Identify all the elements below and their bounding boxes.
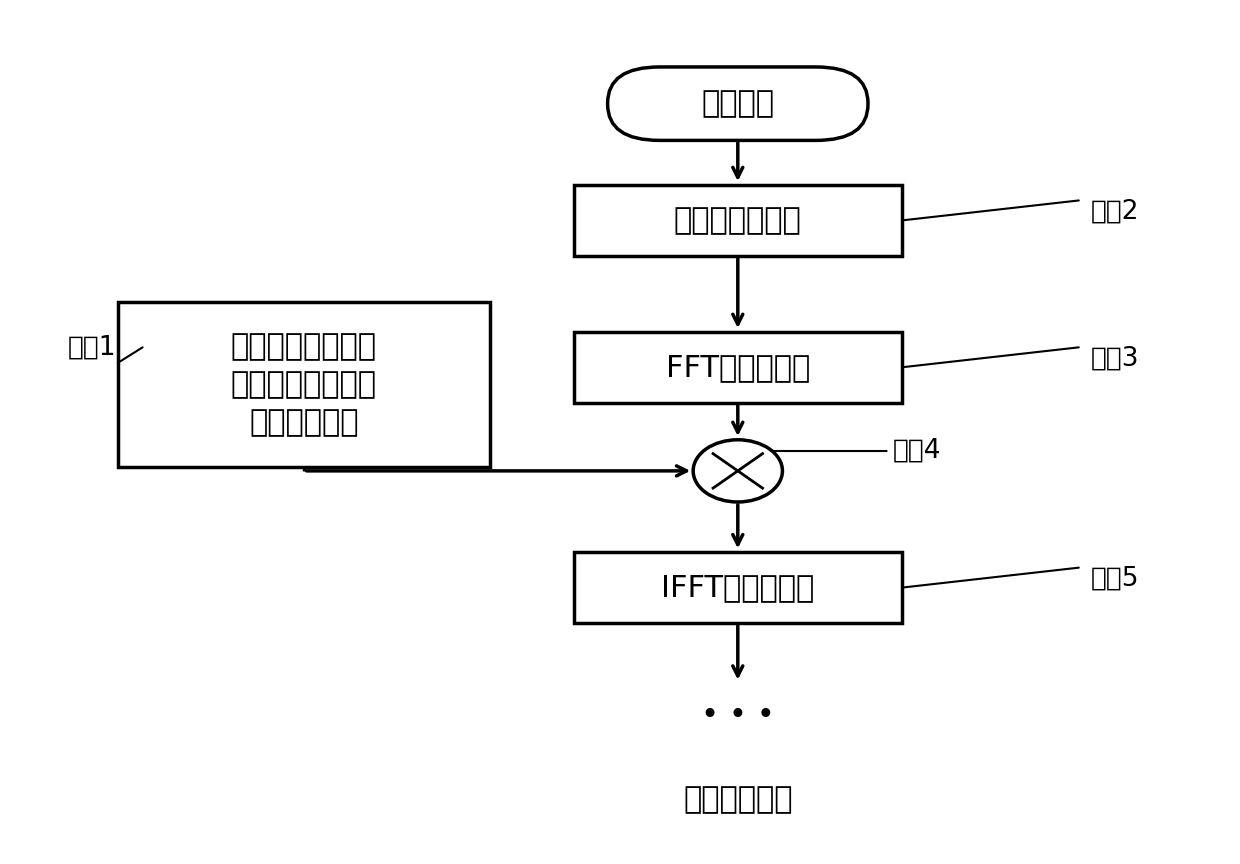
Text: 步骤3: 步骤3 (1091, 346, 1140, 372)
FancyBboxPatch shape (573, 332, 903, 403)
Text: FFT变换到频域: FFT变换到频域 (666, 353, 810, 382)
FancyBboxPatch shape (608, 67, 868, 140)
Text: 雷达回波: 雷达回波 (702, 89, 774, 118)
Circle shape (693, 440, 782, 502)
Text: 步骤2: 步骤2 (1091, 199, 1140, 225)
Text: 步骤1: 步骤1 (68, 334, 117, 360)
FancyBboxPatch shape (118, 302, 490, 467)
Text: 根据天线特性确定
冲激响应函数并转
化为频域形式: 根据天线特性确定 冲激响应函数并转 化为频域形式 (231, 332, 377, 437)
Text: 后续信号处理: 后续信号处理 (683, 785, 792, 814)
Text: 步骤5: 步骤5 (1091, 566, 1140, 592)
Text: 步骤4: 步骤4 (893, 438, 941, 464)
Text: • • •: • • • (701, 701, 775, 730)
FancyBboxPatch shape (573, 185, 903, 256)
Text: 各通道误差校正: 各通道误差校正 (673, 206, 802, 235)
FancyBboxPatch shape (573, 552, 903, 623)
Text: IFFT变换到时域: IFFT变换到时域 (661, 573, 815, 602)
